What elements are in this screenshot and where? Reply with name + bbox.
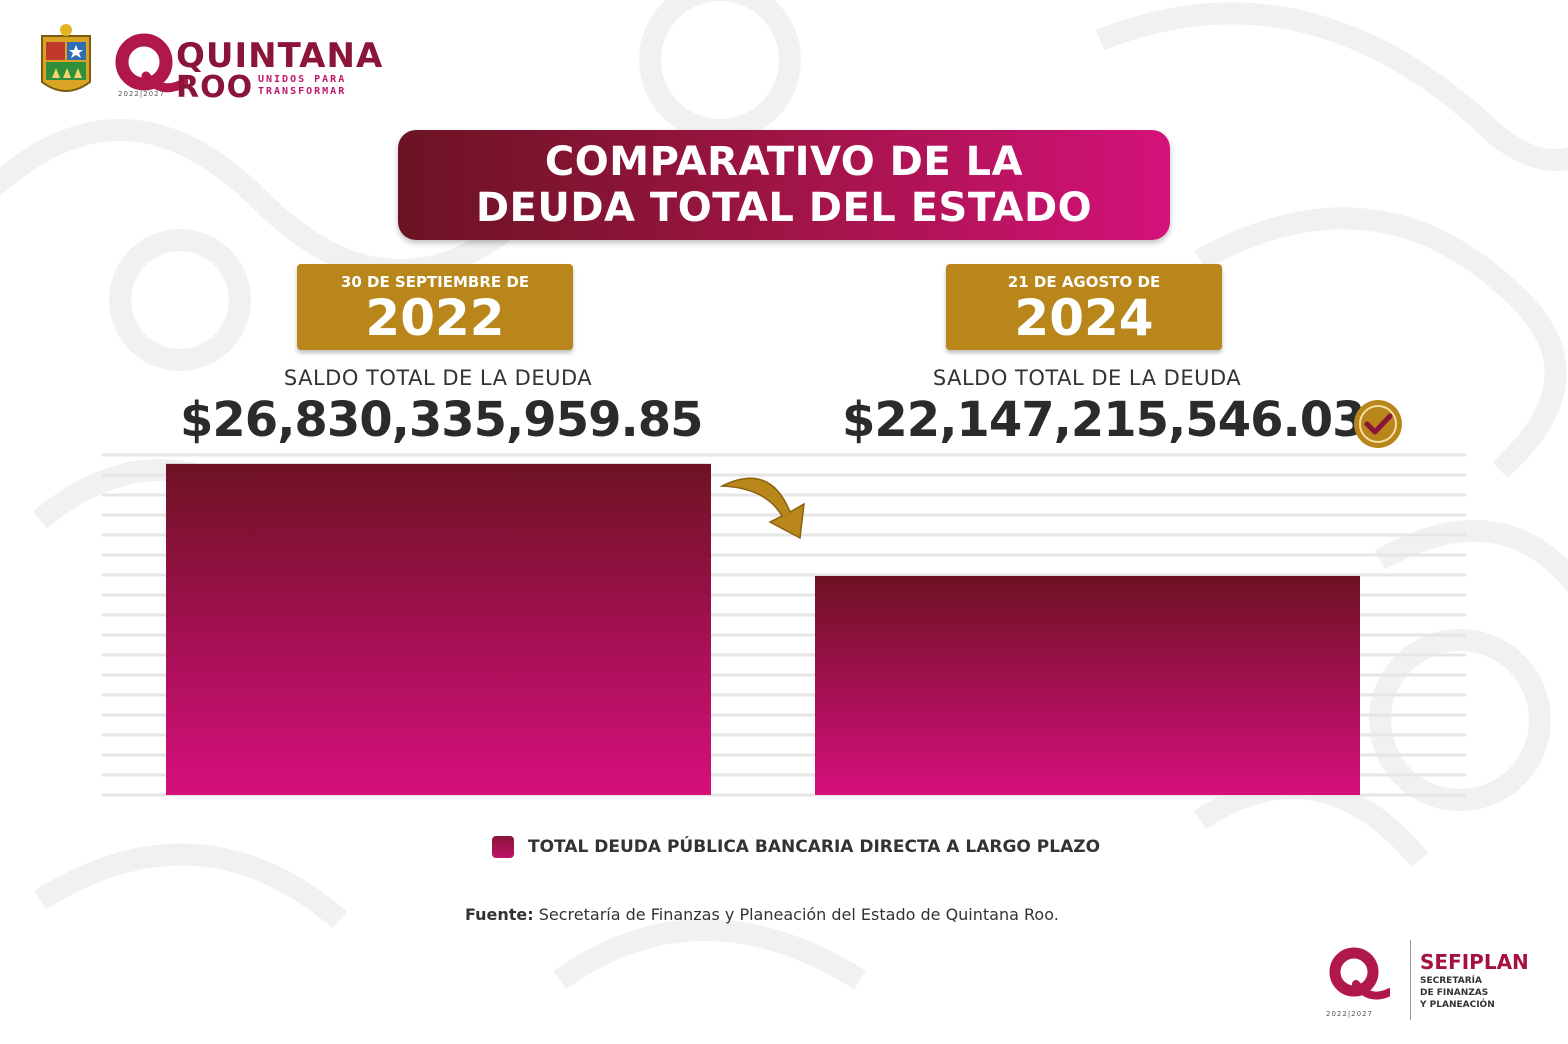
source-prefix: Fuente: — [465, 905, 534, 924]
title-line2: DEUDA TOTAL DEL ESTADO — [475, 185, 1093, 231]
sefiplan-sub3: Y PLANEACIÓN — [1420, 1000, 1495, 1010]
quintana-roo-q-icon — [115, 33, 188, 93]
chart-legend: TOTAL DEUDA PÚBLICA BANCARIA DIRECTA A L… — [492, 836, 1100, 858]
logo-tagline1: UNIDOS PARA — [258, 74, 347, 85]
logo-years: 2022|2027 — [118, 90, 165, 98]
date-badge-2022: 30 DE SEPTIEMBRE DE 2022 — [297, 264, 573, 350]
decrease-arrow-icon — [719, 477, 805, 540]
year-2024: 2024 — [1014, 289, 1154, 347]
sefiplan-years: 2022|2027 — [1326, 1010, 1373, 1018]
quintana-roo-logo: QUINTANA ROO UNIDOS PARA TRANSFORMAR 202… — [110, 26, 382, 105]
sefiplan-sub2: DE FINANZAS — [1420, 988, 1489, 998]
date-label-2024: 21 DE AGOSTO DE — [1007, 273, 1161, 291]
saldo-label-2022: SALDO TOTAL DE LA DEUDA — [283, 366, 593, 390]
logo-tagline2: TRANSFORMAR — [258, 86, 347, 97]
legend-swatch — [492, 836, 514, 858]
saldo-value-2024: $22,147,215,546.03 — [842, 392, 1366, 448]
state-coat-of-arms-icon — [41, 24, 91, 92]
sefiplan-logo: 2022|2027 SEFIPLAN SECRETARÍA DE FINANZA… — [1320, 938, 1550, 1024]
legend-label: TOTAL DEUDA PÚBLICA BANCARIA DIRECTA A L… — [528, 837, 1101, 857]
date-badge-2024: 21 DE AGOSTO DE 2024 — [946, 264, 1222, 350]
source-note: Fuente: Secretaría de Finanzas y Planeac… — [465, 905, 1059, 924]
bar-2022 — [166, 463, 711, 795]
saldo-value-2022: $26,830,335,959.85 — [180, 392, 704, 448]
title-banner: COMPARATIVO DE LA DEUDA TOTAL DEL ESTADO — [398, 130, 1170, 240]
bar-2024 — [815, 575, 1360, 795]
sefiplan-divider — [1410, 940, 1411, 1020]
logo-name-line1: QUINTANA — [176, 36, 384, 76]
sefiplan-sub1: SECRETARÍA — [1420, 976, 1482, 986]
source-text: Secretaría de Finanzas y Planeación del … — [533, 905, 1059, 924]
logo-name-line2: ROO — [176, 70, 254, 105]
title-line1: COMPARATIVO DE LA — [544, 139, 1024, 185]
check-badge-icon — [1354, 400, 1402, 448]
sefiplan-q-icon — [1329, 947, 1390, 1000]
date-label-2022: 30 DE SEPTIEMBRE DE — [340, 273, 530, 291]
bars — [166, 463, 1360, 795]
sefiplan-name: SEFIPLAN — [1420, 950, 1529, 974]
saldo-label-2024: SALDO TOTAL DE LA DEUDA — [932, 366, 1242, 390]
year-2022: 2022 — [365, 289, 505, 347]
